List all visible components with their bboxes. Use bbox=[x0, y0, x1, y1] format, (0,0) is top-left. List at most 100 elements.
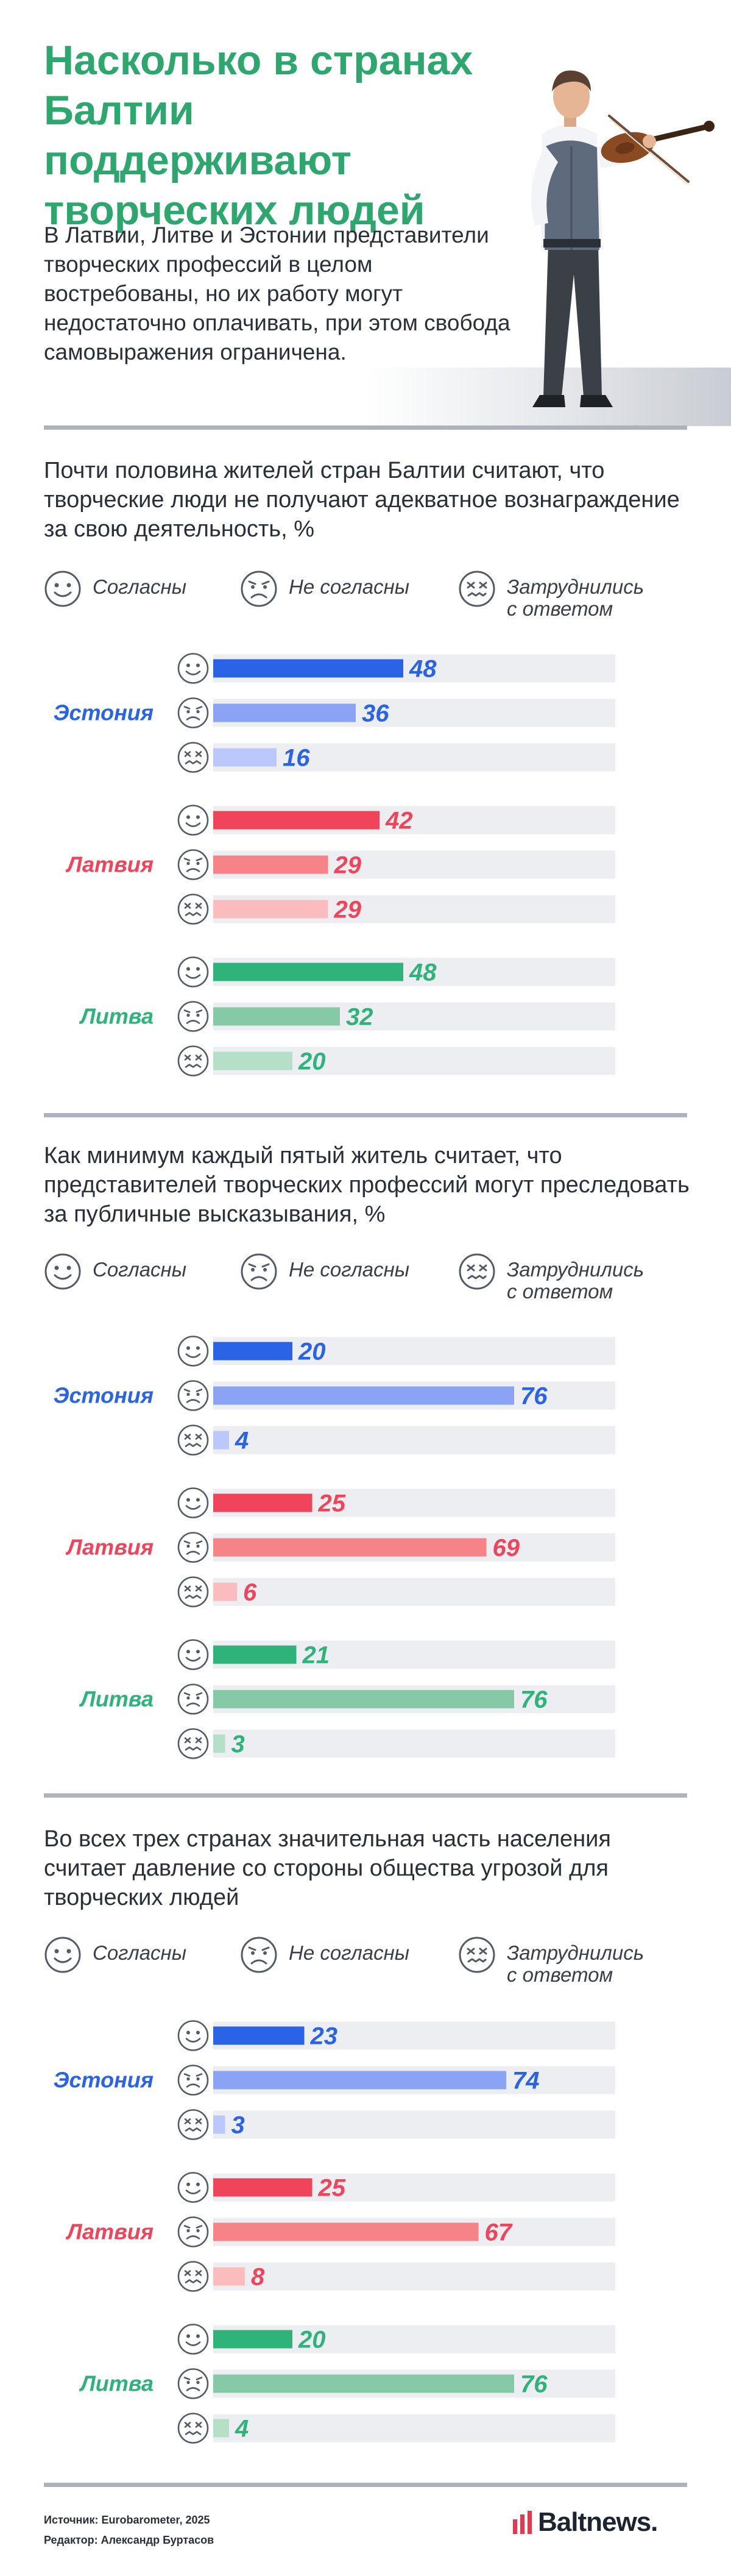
confused-face-icon bbox=[459, 1937, 495, 1973]
editor-note: Редактор: Александр Буртасов bbox=[44, 2534, 214, 2546]
section-divider bbox=[44, 2483, 687, 2487]
legend-disagree: Не согласны bbox=[240, 1253, 409, 1290]
frown-icon bbox=[177, 849, 209, 880]
bar bbox=[213, 2330, 292, 2349]
bar-group-lithuania: Литва 20 76 4 bbox=[79, 2324, 615, 2444]
smile-icon bbox=[177, 805, 209, 836]
data-label: 25 bbox=[318, 1490, 346, 1517]
data-label: 48 bbox=[409, 656, 437, 683]
confused-face-icon bbox=[177, 1576, 209, 1607]
page-title: Насколько в странах Балтии поддерживают … bbox=[44, 37, 473, 233]
data-label: 4 bbox=[235, 2416, 249, 2443]
bar-group-estonia: Эстония 48 36 16 bbox=[54, 653, 615, 773]
chart-1: Эстония 48 36 16 Латвия 42 29 29 Литва 48 32 20 bbox=[0, 646, 731, 1089]
source-note: Источник: Eurobarometer, 2025 bbox=[44, 2514, 210, 2526]
confused-face-icon bbox=[459, 571, 495, 607]
bar-group-lithuania: Литва 48 32 20 bbox=[79, 956, 615, 1076]
confused-face-icon bbox=[177, 1728, 209, 1759]
country-label: Литва bbox=[79, 2371, 154, 2396]
question-3: Во всех трех странах значительная часть … bbox=[44, 1826, 611, 1910]
data-label: 76 bbox=[520, 1383, 548, 1410]
data-label: 32 bbox=[346, 1004, 373, 1031]
smile-icon bbox=[44, 571, 81, 607]
legend-disagree: Не согласны bbox=[240, 570, 409, 608]
bar bbox=[213, 1386, 514, 1405]
smile-icon bbox=[44, 1253, 81, 1290]
country-label: Эстония bbox=[54, 2068, 154, 2093]
smile-icon bbox=[177, 2020, 209, 2051]
bar bbox=[213, 1690, 514, 1709]
legend-disagree: Не согласны bbox=[240, 1936, 409, 1974]
data-label: 74 bbox=[512, 2068, 540, 2094]
legend-disagree-label: Не согласны bbox=[289, 1941, 410, 1964]
legend-disagree-label: Не согласны bbox=[289, 575, 410, 598]
data-label: 69 bbox=[493, 1535, 520, 1562]
bar bbox=[213, 659, 403, 678]
frown-icon bbox=[241, 571, 277, 607]
logo-bars-icon bbox=[513, 2511, 532, 2534]
data-label: 4 bbox=[235, 1428, 249, 1454]
legend-unsure: Затруднились с ответом bbox=[458, 570, 644, 620]
smile-icon bbox=[177, 1639, 209, 1670]
confused-face-icon bbox=[459, 1253, 495, 1290]
section-divider bbox=[44, 1113, 687, 1117]
bar bbox=[213, 703, 356, 722]
confused-face-icon bbox=[177, 2261, 209, 2292]
legend-agree-label: Согласны bbox=[93, 1258, 186, 1281]
data-label: 3 bbox=[231, 2112, 245, 2139]
data-label: 48 bbox=[409, 959, 437, 986]
legend-unsure-label: Затруднились с ответом bbox=[507, 575, 644, 620]
bar bbox=[213, 2419, 229, 2438]
data-label: 20 bbox=[298, 1339, 326, 1365]
smile-icon bbox=[177, 1336, 209, 1367]
bar-group-latvia: Латвия 42 29 29 bbox=[65, 805, 615, 925]
bar-group-latvia: Латвия 25 69 6 bbox=[65, 1487, 615, 1607]
bar bbox=[213, 900, 328, 919]
bar bbox=[213, 1493, 313, 1512]
bar-track bbox=[213, 2110, 615, 2139]
bar bbox=[213, 1342, 292, 1361]
smile-icon bbox=[177, 956, 209, 987]
bar bbox=[213, 2178, 313, 2197]
frown-icon bbox=[177, 697, 209, 728]
data-label: 20 bbox=[298, 1048, 326, 1075]
legend-agree: Согласны bbox=[44, 570, 186, 608]
legend-agree-label: Согласны bbox=[93, 1941, 186, 1964]
frown-icon bbox=[177, 2216, 209, 2247]
bar-track bbox=[213, 2262, 615, 2291]
country-label: Латвия bbox=[65, 2219, 154, 2244]
country-label: Латвия bbox=[65, 852, 154, 877]
data-label: 8 bbox=[251, 2264, 265, 2291]
bar-track bbox=[213, 1578, 615, 1606]
country-label: Литва bbox=[79, 1004, 154, 1029]
frown-icon bbox=[241, 1937, 277, 1973]
smile-icon bbox=[177, 2324, 209, 2355]
bar bbox=[213, 1734, 225, 1753]
bar bbox=[213, 2026, 305, 2045]
bar bbox=[213, 962, 403, 981]
bar bbox=[213, 2115, 225, 2134]
logo-text: Baltnews. bbox=[538, 2507, 658, 2537]
bar-group-estonia: Эстония 20 76 4 bbox=[54, 1336, 615, 1456]
legend-unsure-label: Затруднились с ответом bbox=[507, 1941, 644, 1986]
data-label: 29 bbox=[334, 897, 362, 923]
question-1: Почти половина жителей стран Балтии счит… bbox=[44, 458, 680, 542]
bar bbox=[213, 1645, 297, 1664]
frown-icon bbox=[177, 1380, 209, 1411]
bar-group-estonia: Эстония 23 74 3 bbox=[54, 2020, 615, 2140]
smile-icon bbox=[177, 1487, 209, 1518]
question-2: Как минимум каждый пятый житель считает,… bbox=[44, 1143, 690, 1227]
smile-icon bbox=[44, 1937, 81, 1973]
data-label: 29 bbox=[334, 852, 362, 879]
bar-group-lithuania: Литва 21 76 3 bbox=[79, 1639, 615, 1759]
section-divider bbox=[44, 1793, 687, 1798]
confused-face-icon bbox=[177, 1045, 209, 1076]
data-label: 3 bbox=[231, 1731, 245, 1758]
frown-icon bbox=[177, 1684, 209, 1715]
bar bbox=[213, 1582, 237, 1601]
smile-icon bbox=[177, 653, 209, 684]
legend-agree-label: Согласны bbox=[93, 575, 186, 598]
bar bbox=[213, 1431, 229, 1450]
bar bbox=[213, 2222, 479, 2241]
bar bbox=[213, 1007, 340, 1026]
